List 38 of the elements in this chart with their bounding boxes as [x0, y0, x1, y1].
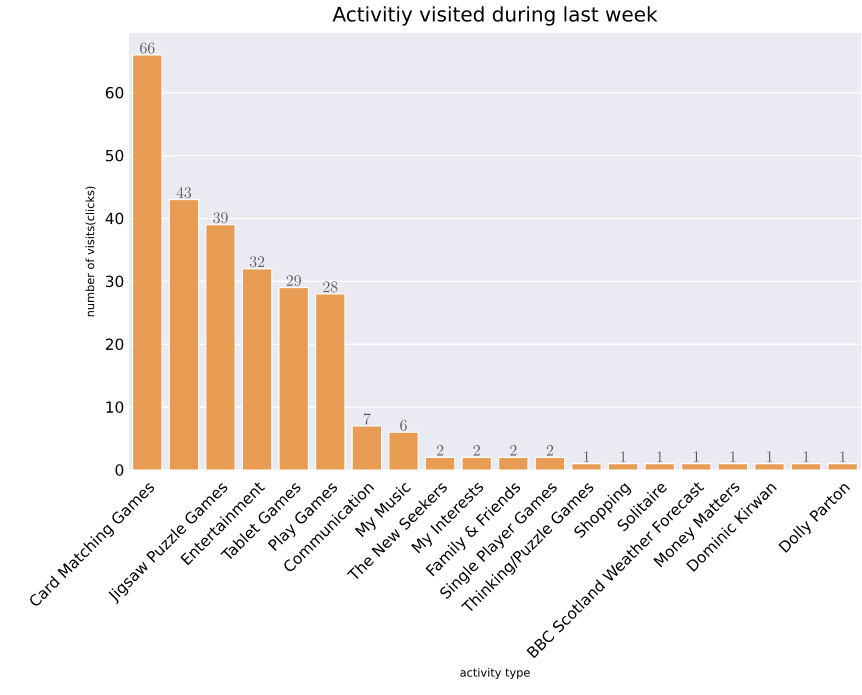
bar: [316, 294, 345, 470]
x-axis-title: activity type: [460, 668, 530, 679]
y-tick-label: 60: [106, 86, 124, 99]
chart-title: Activitiy visited during last week: [332, 6, 658, 26]
data-label: 32: [250, 256, 264, 268]
data-label: 2: [546, 444, 554, 456]
bar: [169, 200, 199, 470]
y-tick-label: 40: [106, 212, 124, 224]
data-label: 39: [213, 212, 228, 224]
data-label: 1: [694, 451, 699, 462]
y-tick-label: 50: [106, 150, 124, 162]
y-tick-label: 0: [116, 464, 124, 476]
data-label: 2: [436, 444, 444, 456]
y-tick-label: 30: [106, 276, 124, 288]
data-label: 7: [364, 413, 371, 424]
data-label: 1: [657, 451, 662, 462]
bar: [132, 54, 162, 470]
data-label: 1: [767, 451, 772, 462]
bar: [352, 426, 382, 470]
data-label: 2: [474, 444, 480, 456]
data-label: 1: [840, 451, 846, 462]
data-label: 1: [620, 451, 626, 462]
data-label: 2: [510, 444, 516, 456]
bar: [242, 268, 272, 470]
data-label: 1: [584, 451, 590, 462]
y-axis-title: number of visits(clicks): [86, 186, 96, 316]
data-label: 66: [140, 42, 154, 54]
bar: [206, 224, 236, 470]
data-label: 28: [323, 281, 338, 292]
data-label: 29: [286, 275, 301, 286]
y-tick-label: 20: [106, 338, 124, 350]
bar: [279, 288, 308, 470]
data-label: 1: [730, 451, 736, 462]
data-label: 43: [176, 186, 192, 198]
bar: [388, 432, 418, 470]
data-label: 6: [400, 420, 407, 431]
data-label: 1: [804, 451, 809, 462]
y-tick-label: 10: [106, 401, 124, 413]
